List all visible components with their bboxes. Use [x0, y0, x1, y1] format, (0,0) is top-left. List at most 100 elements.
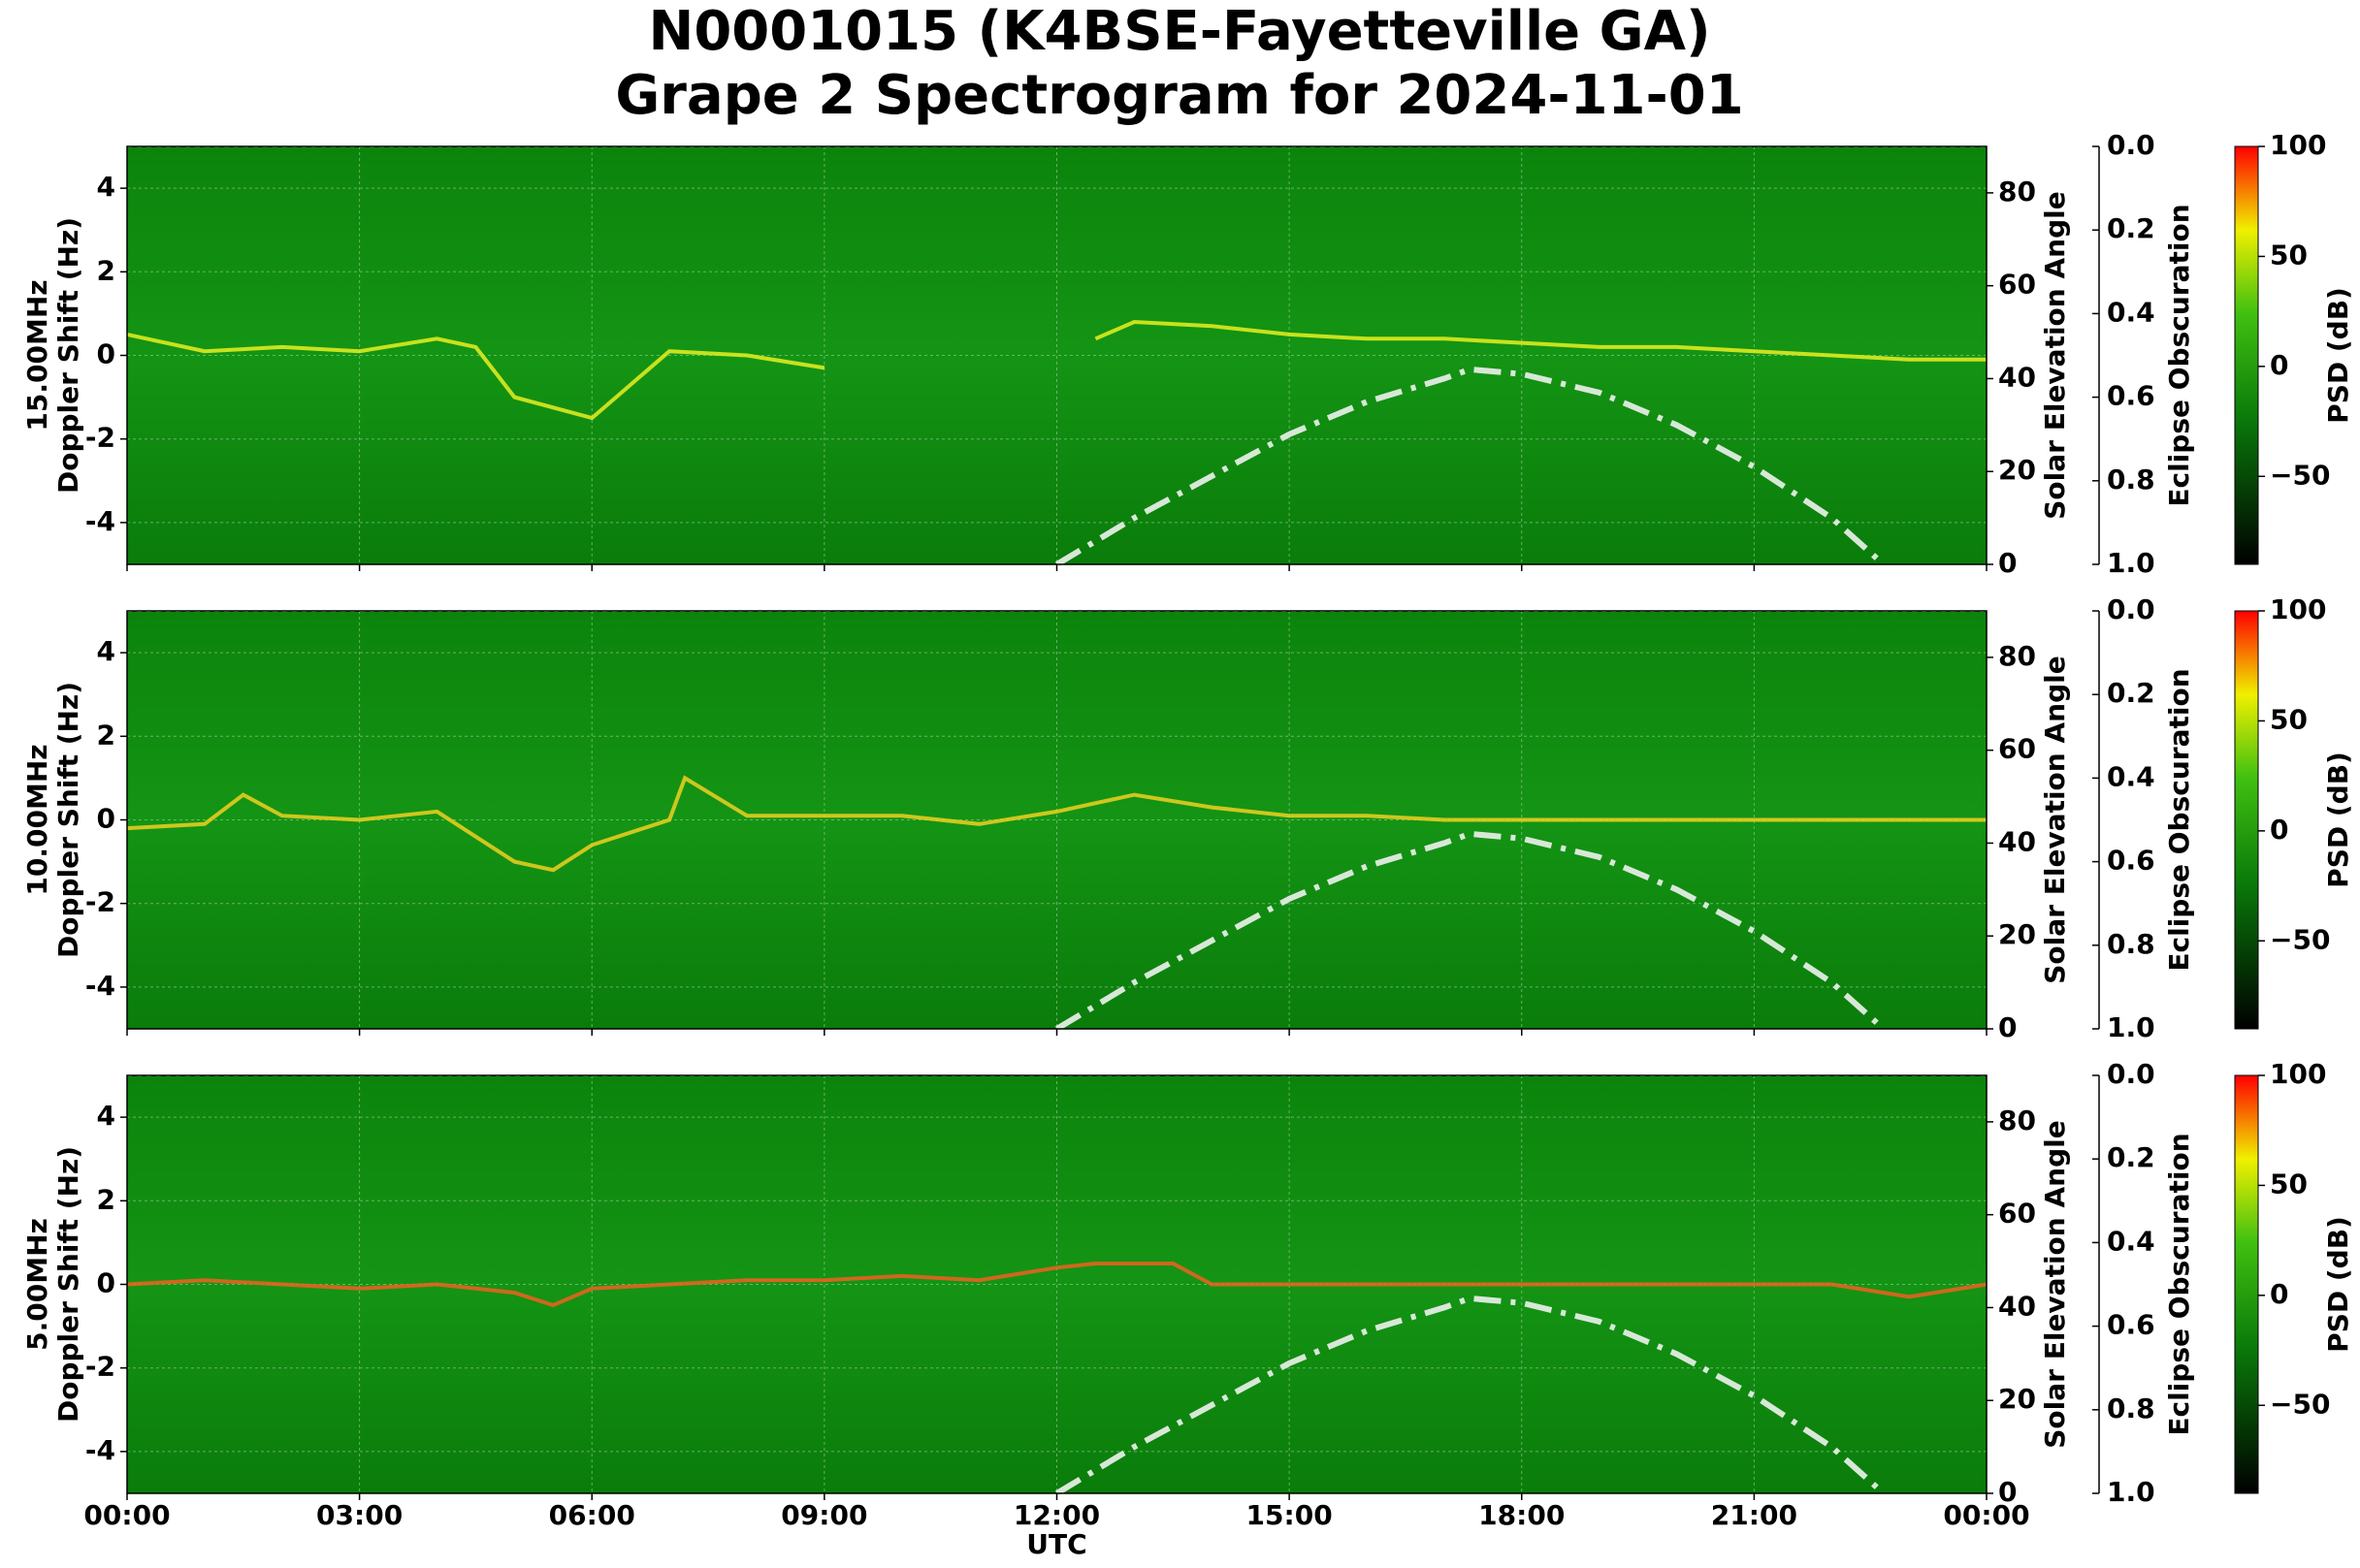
x-tick-label: 00:00 — [1943, 1499, 2029, 1531]
y2-tick-label: 80 — [1998, 640, 2036, 672]
y2-axis-label: Solar Elevation Angle — [2039, 656, 2071, 983]
y3-tick-label: 1.0 — [2107, 1476, 2155, 1508]
solar-elevation-line — [1054, 830, 1886, 1032]
y3-tick-label: 0.0 — [2107, 129, 2155, 161]
y3-axis-label: Eclipse Obscuration — [2163, 1133, 2195, 1435]
y3-tick-label: 0.6 — [2107, 380, 2155, 412]
colorbar-tick-label: 100 — [2270, 1058, 2326, 1090]
y3-tick-label: 0.6 — [2107, 845, 2155, 877]
x-tick-label: 03:00 — [316, 1499, 403, 1531]
colorbar — [2234, 1074, 2259, 1494]
y-tick-label: 0 — [97, 338, 115, 370]
y3-tick-label: 0.4 — [2107, 760, 2155, 792]
y2-tick-label: 20 — [1998, 1383, 2036, 1415]
y2-tick-label: 40 — [1998, 1290, 2036, 1322]
colorbar-label: PSD (dB) — [2322, 1216, 2354, 1353]
colorbar-tick-label: 0 — [2270, 349, 2288, 381]
y-tick-label: -2 — [85, 422, 115, 454]
y2-tick-label: 80 — [1998, 1104, 2036, 1136]
doppler-trace — [126, 775, 1987, 873]
y-tick-label: 4 — [97, 635, 115, 667]
y2-tick-label: 80 — [1998, 176, 2036, 208]
y3-tick-label: 0.8 — [2107, 1392, 2155, 1424]
y3-tick-label: 0.4 — [2107, 296, 2155, 328]
y2-tick-label: 40 — [1998, 825, 2036, 857]
y-axis-label: Doppler Shift (Hz) — [52, 682, 84, 958]
x-tick-label: 00:00 — [83, 1499, 170, 1531]
y3-axis-label: Eclipse Obscuration — [2163, 204, 2195, 506]
y-axis-label: 10.00MHz — [21, 744, 53, 895]
y-tick-label: 0 — [97, 1267, 115, 1299]
chart-subtitle: Grape 2 Spectrogram for 2024-11-01 — [615, 64, 1743, 127]
colorbar-tick-label: 100 — [2270, 593, 2326, 625]
y2-tick-label: 60 — [1998, 269, 2036, 301]
x-tick-label: 21:00 — [1711, 1499, 1797, 1531]
colorbar-tick-label: 0 — [2270, 1278, 2288, 1310]
x-tick-label: 18:00 — [1478, 1499, 1565, 1531]
plot-frame — [126, 610, 1988, 1030]
y2-tick-label: 60 — [1998, 1198, 2036, 1230]
y-tick-label: -4 — [85, 1434, 115, 1466]
y3-tick-label: 0.0 — [2107, 593, 2155, 625]
x-tick-label: 06:00 — [549, 1499, 635, 1531]
y-tick-label: 4 — [97, 1100, 115, 1132]
y2-tick-label: 0 — [1998, 547, 2017, 579]
x-tick-label: 15:00 — [1246, 1499, 1333, 1531]
y2-axis-label: Solar Elevation Angle — [2039, 1120, 2071, 1448]
x-axis-label: UTC — [1026, 1528, 1086, 1560]
y3-tick-label: 0.2 — [2107, 212, 2155, 244]
y2-axis-label: Solar Elevation Angle — [2039, 191, 2071, 519]
y3-axis-label: Eclipse Obscuration — [2163, 668, 2195, 971]
y2-tick-label: 60 — [1998, 733, 2036, 765]
plot-frame — [126, 145, 1988, 565]
doppler-trace — [126, 319, 1987, 421]
plot-frame — [126, 1074, 1988, 1494]
colorbar-label: PSD (dB) — [2322, 752, 2354, 888]
colorbar — [2234, 610, 2259, 1030]
y-tick-label: -4 — [85, 505, 115, 537]
y3-tick-label: 0.8 — [2107, 464, 2155, 496]
colorbar-tick-label: 50 — [2270, 1168, 2308, 1200]
colorbar-tick-label: −50 — [2270, 459, 2330, 491]
x-tick-label: 12:00 — [1014, 1499, 1100, 1531]
colorbar-tick-label: −50 — [2270, 1388, 2330, 1420]
colorbar-tick-label: 50 — [2270, 703, 2308, 735]
colorbar-label: PSD (dB) — [2322, 287, 2354, 424]
y-tick-label: 4 — [97, 171, 115, 203]
y-axis-label: 15.00MHz — [21, 279, 53, 431]
colorbar — [2234, 145, 2259, 565]
y3-tick-label: 1.0 — [2107, 1011, 2155, 1043]
y-tick-label: -2 — [85, 886, 115, 918]
y2-tick-label: 40 — [1998, 361, 2036, 393]
y3-tick-label: 0.4 — [2107, 1225, 2155, 1257]
y-tick-label: 0 — [97, 803, 115, 835]
solar-elevation-line — [1054, 366, 1886, 567]
colorbar-tick-label: 0 — [2270, 814, 2288, 846]
y3-tick-label: 0.2 — [2107, 677, 2155, 709]
chart-title: N0001015 (K4BSE-Fayetteville GA) — [648, 0, 1710, 63]
doppler-trace — [126, 1262, 1988, 1308]
y2-tick-label: 20 — [1998, 918, 2036, 950]
y-tick-label: -4 — [85, 970, 115, 1002]
y-tick-label: 2 — [97, 254, 115, 286]
y-axis-label: 5.00MHz — [21, 1218, 53, 1351]
y2-tick-label: 0 — [1998, 1476, 2017, 1508]
y-tick-label: 2 — [97, 1183, 115, 1215]
y3-tick-label: 0.8 — [2107, 928, 2155, 960]
y2-tick-label: 20 — [1998, 454, 2036, 486]
x-tick-label: 09:00 — [781, 1499, 867, 1531]
y3-tick-label: 1.0 — [2107, 547, 2155, 579]
y-tick-label: 2 — [97, 719, 115, 751]
colorbar-tick-label: 50 — [2270, 239, 2308, 271]
solar-elevation-line — [1054, 1295, 1886, 1496]
y3-tick-label: 0.2 — [2107, 1141, 2155, 1173]
y3-tick-label: 0.6 — [2107, 1309, 2155, 1341]
y3-tick-label: 0.0 — [2107, 1058, 2155, 1090]
colorbar-tick-label: 100 — [2270, 129, 2326, 161]
y2-tick-label: 0 — [1998, 1011, 2017, 1043]
y-axis-label: Doppler Shift (Hz) — [52, 217, 84, 494]
y-tick-label: -2 — [85, 1351, 115, 1383]
y-axis-label: Doppler Shift (Hz) — [52, 1146, 84, 1423]
